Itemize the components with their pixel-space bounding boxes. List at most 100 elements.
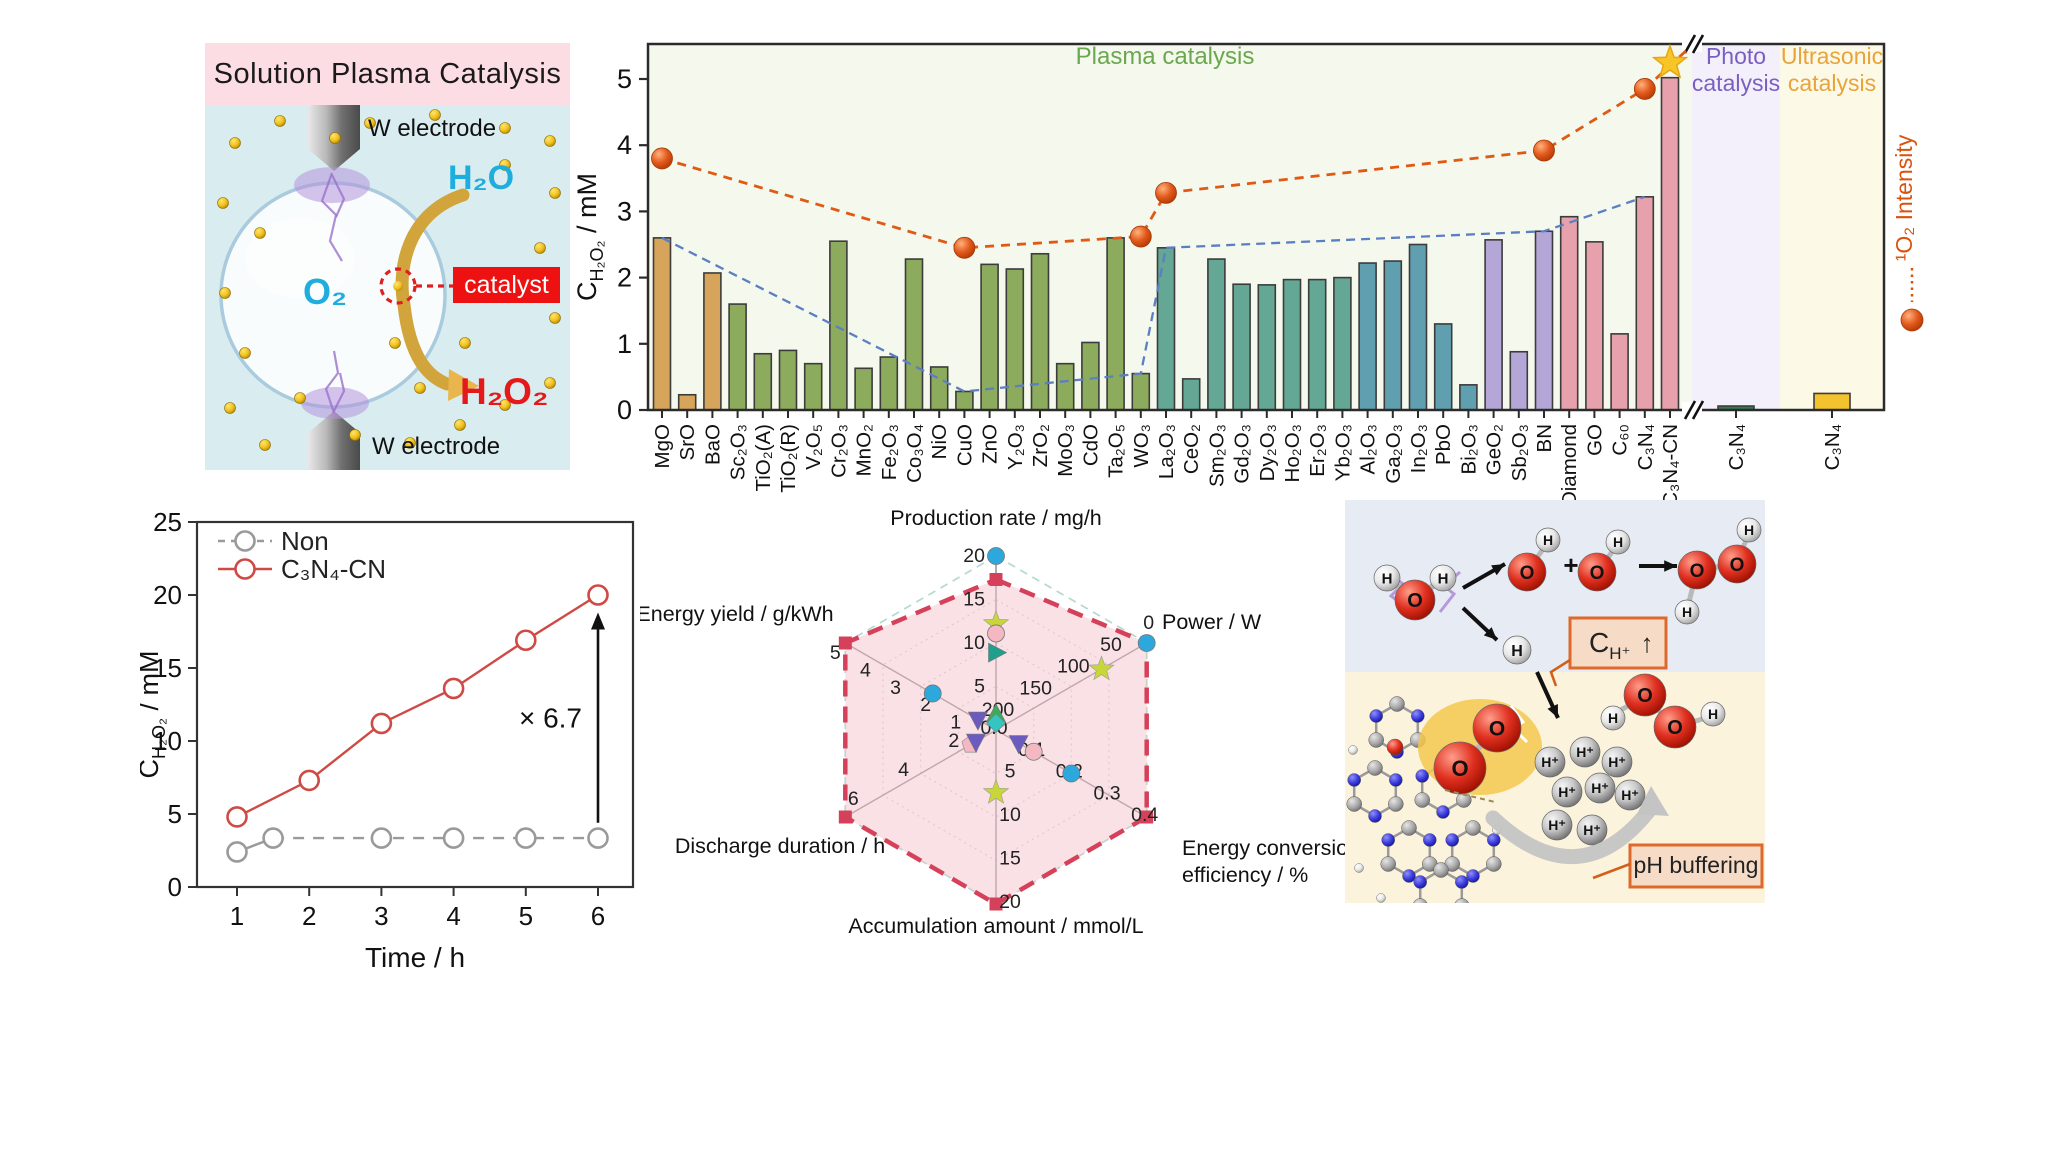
bar — [1534, 230, 1554, 411]
x-tick-label: 4 — [446, 901, 460, 931]
nitrogen-atom — [1411, 709, 1425, 723]
tspan: H₂O₂ — [587, 241, 607, 282]
radar-tick-label: 0 — [1143, 612, 1154, 634]
atom-label: O — [1489, 718, 1505, 741]
plasma-filament — [331, 174, 346, 218]
bar-category-label: Cr₂O₃ — [827, 424, 850, 478]
bar — [1257, 284, 1277, 411]
bar-category-label: Sc₂O₃ — [727, 424, 750, 480]
gas-dot — [294, 392, 306, 404]
atom-label: H — [1382, 570, 1393, 587]
proton-label: H⁺ — [1621, 787, 1639, 803]
oxygen-atom — [1717, 544, 1757, 584]
x-tick-label: 2 — [302, 901, 316, 931]
radar-tick-label: 2 — [920, 694, 931, 716]
atom-label: O — [1520, 563, 1535, 584]
series-marker — [298, 769, 320, 792]
bar — [1282, 278, 1302, 411]
gas-dot — [329, 132, 341, 144]
bar — [904, 258, 924, 411]
bar-category-label: ZrO₂ — [1029, 424, 1052, 467]
proton-sphere — [1576, 814, 1608, 846]
intensity-dot — [1533, 139, 1555, 162]
gas-dot — [259, 439, 271, 451]
gas-dot — [364, 117, 376, 129]
atom-label: O — [1667, 717, 1683, 739]
gas-dot — [224, 402, 236, 414]
atom-label: H — [1511, 643, 1523, 660]
bar — [1459, 384, 1478, 411]
solution-plasma-schematic: Solution Plasma Catalysis W electrode W … — [205, 43, 570, 470]
arrow-head — [1664, 560, 1677, 572]
radar-axis-label: Accumulation amount / mmol/L — [848, 914, 1143, 938]
arrow-head — [1491, 564, 1505, 576]
bar — [1509, 350, 1529, 411]
oxygen-atom — [1433, 741, 1487, 795]
radar-tick-label: 150 — [1019, 677, 1052, 699]
radar-axis-label: efficiency / % — [1182, 863, 1308, 887]
bar-category-label: CeO₂ — [1180, 424, 1203, 474]
y-tick-label: 10 — [153, 726, 182, 756]
radar-tick-label: 5 — [830, 642, 841, 664]
bar-category-label: C₆₀ — [1609, 424, 1632, 456]
atom-label: O — [1690, 561, 1705, 582]
carbon-atom — [1465, 820, 1481, 836]
y-axis-title: CH₂O₂ / mM — [572, 173, 607, 301]
plasma-region-label: Plasma catalysis — [1076, 43, 1255, 70]
axis-break-slash — [1691, 34, 1705, 54]
bar-category-label: Yb₂O₃ — [1331, 424, 1354, 481]
proton-sphere — [1534, 746, 1566, 778]
ch-box-connector — [1549, 658, 1571, 687]
arrow-head — [1547, 704, 1558, 718]
guide-dashed-line — [661, 195, 1646, 393]
gas-dot — [239, 347, 251, 359]
plus-sign: + — [1563, 550, 1578, 580]
region-bg — [1780, 44, 1884, 410]
intensity-dot — [1155, 181, 1177, 204]
oxygen-atom — [1394, 579, 1436, 621]
reaction-arrow — [395, 188, 470, 391]
bar-category-label: ZnO — [979, 424, 1002, 464]
gas-dot — [549, 312, 561, 324]
bar — [955, 390, 974, 411]
line-chart-svg: 0 5 10 15 20 25 1 2 3 4 5 6 Time / h CH₂O₂ / mM NonC₃N… — [134, 507, 635, 973]
radar-scatter-circle — [1062, 764, 1081, 783]
catalyst-marker-circle — [379, 267, 417, 305]
series-marker — [587, 584, 609, 606]
performance-radar-chart: 51015202001501005000.00.10.20.30.4510152… — [636, 495, 1360, 960]
carbon-atom — [1388, 796, 1404, 812]
proton-label: H⁺ — [1576, 744, 1594, 760]
atom-label: O — [1590, 563, 1605, 584]
x-axis-title: Time / h — [365, 942, 465, 973]
tspan: H₂O₂ — [149, 718, 169, 759]
radar-scatter-circle — [987, 547, 1005, 565]
carbon-atom — [1401, 820, 1417, 836]
carbon-atom — [1367, 760, 1383, 776]
gas-dot — [429, 109, 441, 121]
y-tick-label: 1 — [617, 329, 632, 359]
series-marker — [442, 677, 465, 700]
radar-scatter-circle — [1137, 634, 1156, 652]
lattice-h-atom — [1348, 745, 1358, 755]
photo-region-label: Photo — [1706, 43, 1766, 69]
bottom-electrode-tip — [308, 411, 360, 433]
bar-category-label: Bi₂O₃ — [1457, 424, 1480, 474]
y-tick-label: 25 — [153, 507, 182, 537]
bar-category-label: GeO₂ — [1483, 424, 1506, 475]
photo-region-label: catalysis — [1692, 70, 1780, 96]
radar-scatter-star — [982, 778, 1010, 804]
radar-tick-label: 15 — [963, 589, 985, 611]
atom-label: H — [1608, 710, 1618, 726]
radar-scatter-triangle-down — [965, 733, 986, 753]
arrow-head — [1483, 627, 1497, 640]
bar — [829, 240, 848, 411]
x-tick-label: 6 — [591, 901, 605, 931]
cycle-arrow-head — [1637, 786, 1669, 816]
tspan: C — [140, 759, 164, 779]
fold-increase-label: × 6.7 — [519, 703, 582, 734]
bar-category-label: BaO — [701, 424, 724, 465]
proton-label: H⁺ — [1548, 817, 1566, 833]
gas-dot — [544, 135, 556, 147]
oxygen-atom — [1677, 550, 1717, 590]
time-course-chart: 0 5 10 15 20 25 1 2 3 4 5 6 Time / h CH₂O₂ / mM NonC₃N… — [134, 495, 685, 980]
